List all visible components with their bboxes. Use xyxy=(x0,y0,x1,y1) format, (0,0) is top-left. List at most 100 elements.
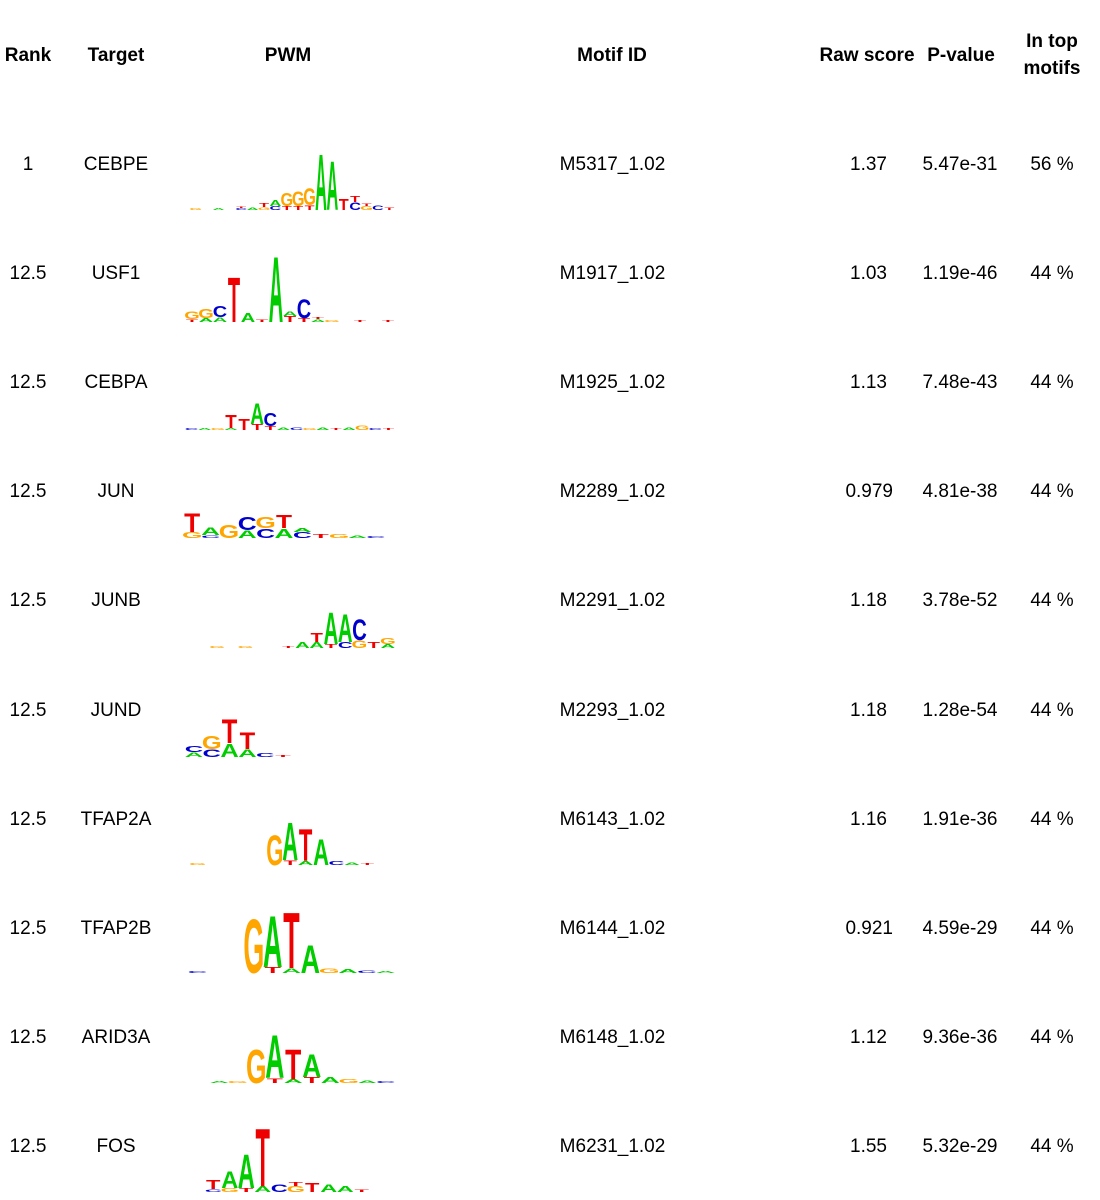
logo-letter-G: G xyxy=(184,310,200,322)
logo-letter-A: A xyxy=(254,1185,271,1194)
logo-letter-C: C xyxy=(369,428,383,431)
logo-letter-T: T xyxy=(236,207,246,208)
header-in-top-line1: In top xyxy=(1026,31,1078,52)
logo-letter-A: A xyxy=(282,812,298,872)
logo-letter-G: G xyxy=(219,521,239,542)
raw-score-cell: 1.18 xyxy=(850,590,887,611)
motif-id-cell: M1925_1.02 xyxy=(559,372,666,393)
logo-letter-T: T xyxy=(361,863,375,866)
logo-letter-T: T xyxy=(283,896,299,986)
logo-letter-T: T xyxy=(251,423,263,432)
motif-id-cell: M2289_1.02 xyxy=(559,481,666,502)
logo-letter-T: T xyxy=(339,196,349,214)
logo-letter-A: A xyxy=(263,901,282,983)
logo-letter-T: T xyxy=(276,511,292,532)
logo-letter-T: T xyxy=(285,1041,301,1089)
target-cell: CEBPE xyxy=(83,154,149,175)
logo-letter-A: A xyxy=(221,1167,238,1194)
logo-letter-A: A xyxy=(238,529,257,541)
in-top-cell: 44 % xyxy=(1030,918,1074,939)
logo-letter-G: G xyxy=(189,208,202,211)
logo-letter-G: G xyxy=(209,646,225,649)
logo-letter-T: T xyxy=(282,205,293,211)
rank-cell: 12.5 xyxy=(9,481,47,502)
logo-letter-T: T xyxy=(305,204,315,212)
logo-letter-A: A xyxy=(324,604,339,654)
logo-letter-T: T xyxy=(362,202,373,207)
header-p-value: P-value xyxy=(927,45,995,66)
header-in-top-line2: motifs xyxy=(1023,58,1081,79)
logo-letter-A: A xyxy=(185,751,203,759)
p-value-cell: 9.36e-36 xyxy=(922,1027,998,1048)
motif-id-cell: M6144_1.02 xyxy=(559,918,666,939)
logo-letter-C: C xyxy=(329,860,345,866)
logo-letter-G: G xyxy=(280,189,293,210)
p-value-cell: 5.32e-29 xyxy=(922,1136,998,1157)
logo-letter-T: T xyxy=(225,411,237,432)
raw-score-cell: 1.55 xyxy=(850,1136,887,1157)
logo-letter-A: A xyxy=(338,968,357,974)
logo-letter-T: T xyxy=(228,265,240,337)
logo-letter-G: G xyxy=(319,967,340,974)
logo-letter-A: A xyxy=(298,860,314,866)
p-value-cell: 1.91e-36 xyxy=(922,809,998,830)
logo-letter-T: T xyxy=(382,320,395,323)
in-top-cell: 44 % xyxy=(1030,700,1074,721)
logo-letter-T: T xyxy=(283,859,297,866)
logo-letter-G: G xyxy=(338,1079,359,1085)
logo-letter-C: C xyxy=(205,1188,222,1192)
logo-letter-A: A xyxy=(282,967,301,974)
logo-letter-A: A xyxy=(283,311,298,318)
logo-letter-T: T xyxy=(239,1187,254,1193)
logo-letter-A: A xyxy=(302,1049,321,1085)
logo-letter-C: C xyxy=(376,1081,396,1084)
logo-letter-G: G xyxy=(227,1081,248,1084)
p-value-cell: 7.48e-43 xyxy=(922,372,998,393)
logo-letter-A: A xyxy=(376,971,396,974)
logo-letter-T: T xyxy=(312,317,325,320)
logo-letter-G: G xyxy=(246,1041,267,1094)
in-top-cell: 44 % xyxy=(1030,481,1074,502)
raw-score-cell: 1.18 xyxy=(850,700,887,721)
logo-letter-T: T xyxy=(325,644,337,650)
logo-letter-C: C xyxy=(203,748,221,760)
logo-letter-A: A xyxy=(270,199,282,208)
logo-letter-C: C xyxy=(264,409,278,430)
rank-cell: 12.5 xyxy=(9,263,47,284)
logo-letter-C: C xyxy=(235,208,248,211)
target-cell: JUNB xyxy=(91,590,141,611)
logo-letter-G: G xyxy=(329,533,349,539)
logo-letter-G: G xyxy=(380,637,396,646)
logo-letter-A: A xyxy=(241,310,255,325)
logo-letter-G: G xyxy=(221,1187,239,1193)
logo-letter-T: T xyxy=(384,206,395,211)
in-top-cell: 44 % xyxy=(1030,1136,1074,1157)
logo-letter-A: A xyxy=(321,1076,340,1085)
rank-cell: 12.5 xyxy=(9,590,47,611)
motif-id-cell: M2291_1.02 xyxy=(559,590,666,611)
logo-letter-A: A xyxy=(326,147,338,225)
logo-letter-G: G xyxy=(258,206,271,211)
rank-cell: 12.5 xyxy=(9,700,47,721)
p-value-cell: 5.47e-31 xyxy=(922,154,998,175)
logo-letter-T: T xyxy=(350,195,360,204)
logo-letter-G: G xyxy=(355,424,370,432)
logo-letter-A: A xyxy=(238,1146,255,1199)
logo-letter-A: A xyxy=(293,527,312,533)
logo-letter-A: A xyxy=(342,426,356,430)
logo-letter-C: C xyxy=(297,294,311,323)
logo-letter-C: C xyxy=(366,536,385,539)
logo-letter-A: A xyxy=(348,534,368,538)
target-cell: JUND xyxy=(90,700,142,721)
logo-letter-G: G xyxy=(243,905,264,990)
raw-score-cell: 1.13 xyxy=(850,372,887,393)
in-top-cell: 56 % xyxy=(1030,154,1074,175)
logo-letter-T: T xyxy=(267,1077,283,1084)
header-raw-score: Raw score xyxy=(819,45,915,66)
in-top-cell: 44 % xyxy=(1030,372,1074,393)
logo-letter-G: G xyxy=(238,646,254,649)
raw-score-cell: 1.37 xyxy=(850,154,887,175)
header-target: Target xyxy=(87,45,145,66)
logo-letter-G: G xyxy=(266,827,283,875)
logo-letter-T: T xyxy=(293,205,304,211)
